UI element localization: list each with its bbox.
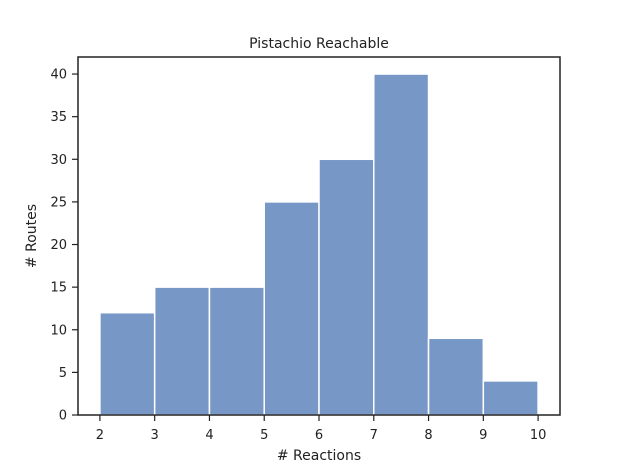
y-tick-label: 30 (50, 153, 67, 168)
x-axis-title: # Reactions (277, 448, 361, 464)
y-tick-label: 0 (59, 409, 67, 424)
y-axis: 0 5 10 15 20 25 30 35 40 (50, 68, 78, 424)
bars-layer (99, 73, 539, 416)
x-tick-label: 2 (96, 428, 104, 443)
y-tick-label: 25 (50, 195, 67, 210)
y-tick-label: 15 (50, 281, 67, 296)
y-tick-label: 35 (50, 110, 67, 125)
chart-title: Pistachio Reachable (249, 36, 389, 52)
x-tick-label: 6 (315, 428, 323, 443)
histogram-bar-6 (373, 73, 430, 416)
y-tick-label: 10 (50, 323, 67, 338)
x-tick-label: 4 (205, 428, 213, 443)
y-tick-label: 40 (50, 68, 67, 83)
x-tick-label: 3 (151, 428, 159, 443)
histogram-bar-7 (427, 337, 485, 416)
histogram-bar-5 (318, 158, 375, 416)
x-tick-label: 5 (260, 428, 268, 443)
x-tick-label: 10 (530, 428, 547, 443)
histogram-bar-4 (263, 201, 320, 416)
x-tick-label: 9 (479, 428, 487, 443)
x-axis: 2 3 4 5 6 7 8 9 10 (96, 415, 547, 443)
y-axis-title: # Routes (24, 204, 40, 268)
histogram-bar-2 (153, 286, 211, 416)
histogram-bar-3 (208, 286, 265, 416)
x-tick-label: 7 (370, 428, 378, 443)
y-tick-label: 20 (50, 238, 67, 253)
x-tick-label: 8 (424, 428, 432, 443)
histogram-bar-8 (482, 380, 539, 416)
y-tick-label: 5 (59, 366, 67, 381)
histogram-bar-1 (99, 311, 156, 416)
